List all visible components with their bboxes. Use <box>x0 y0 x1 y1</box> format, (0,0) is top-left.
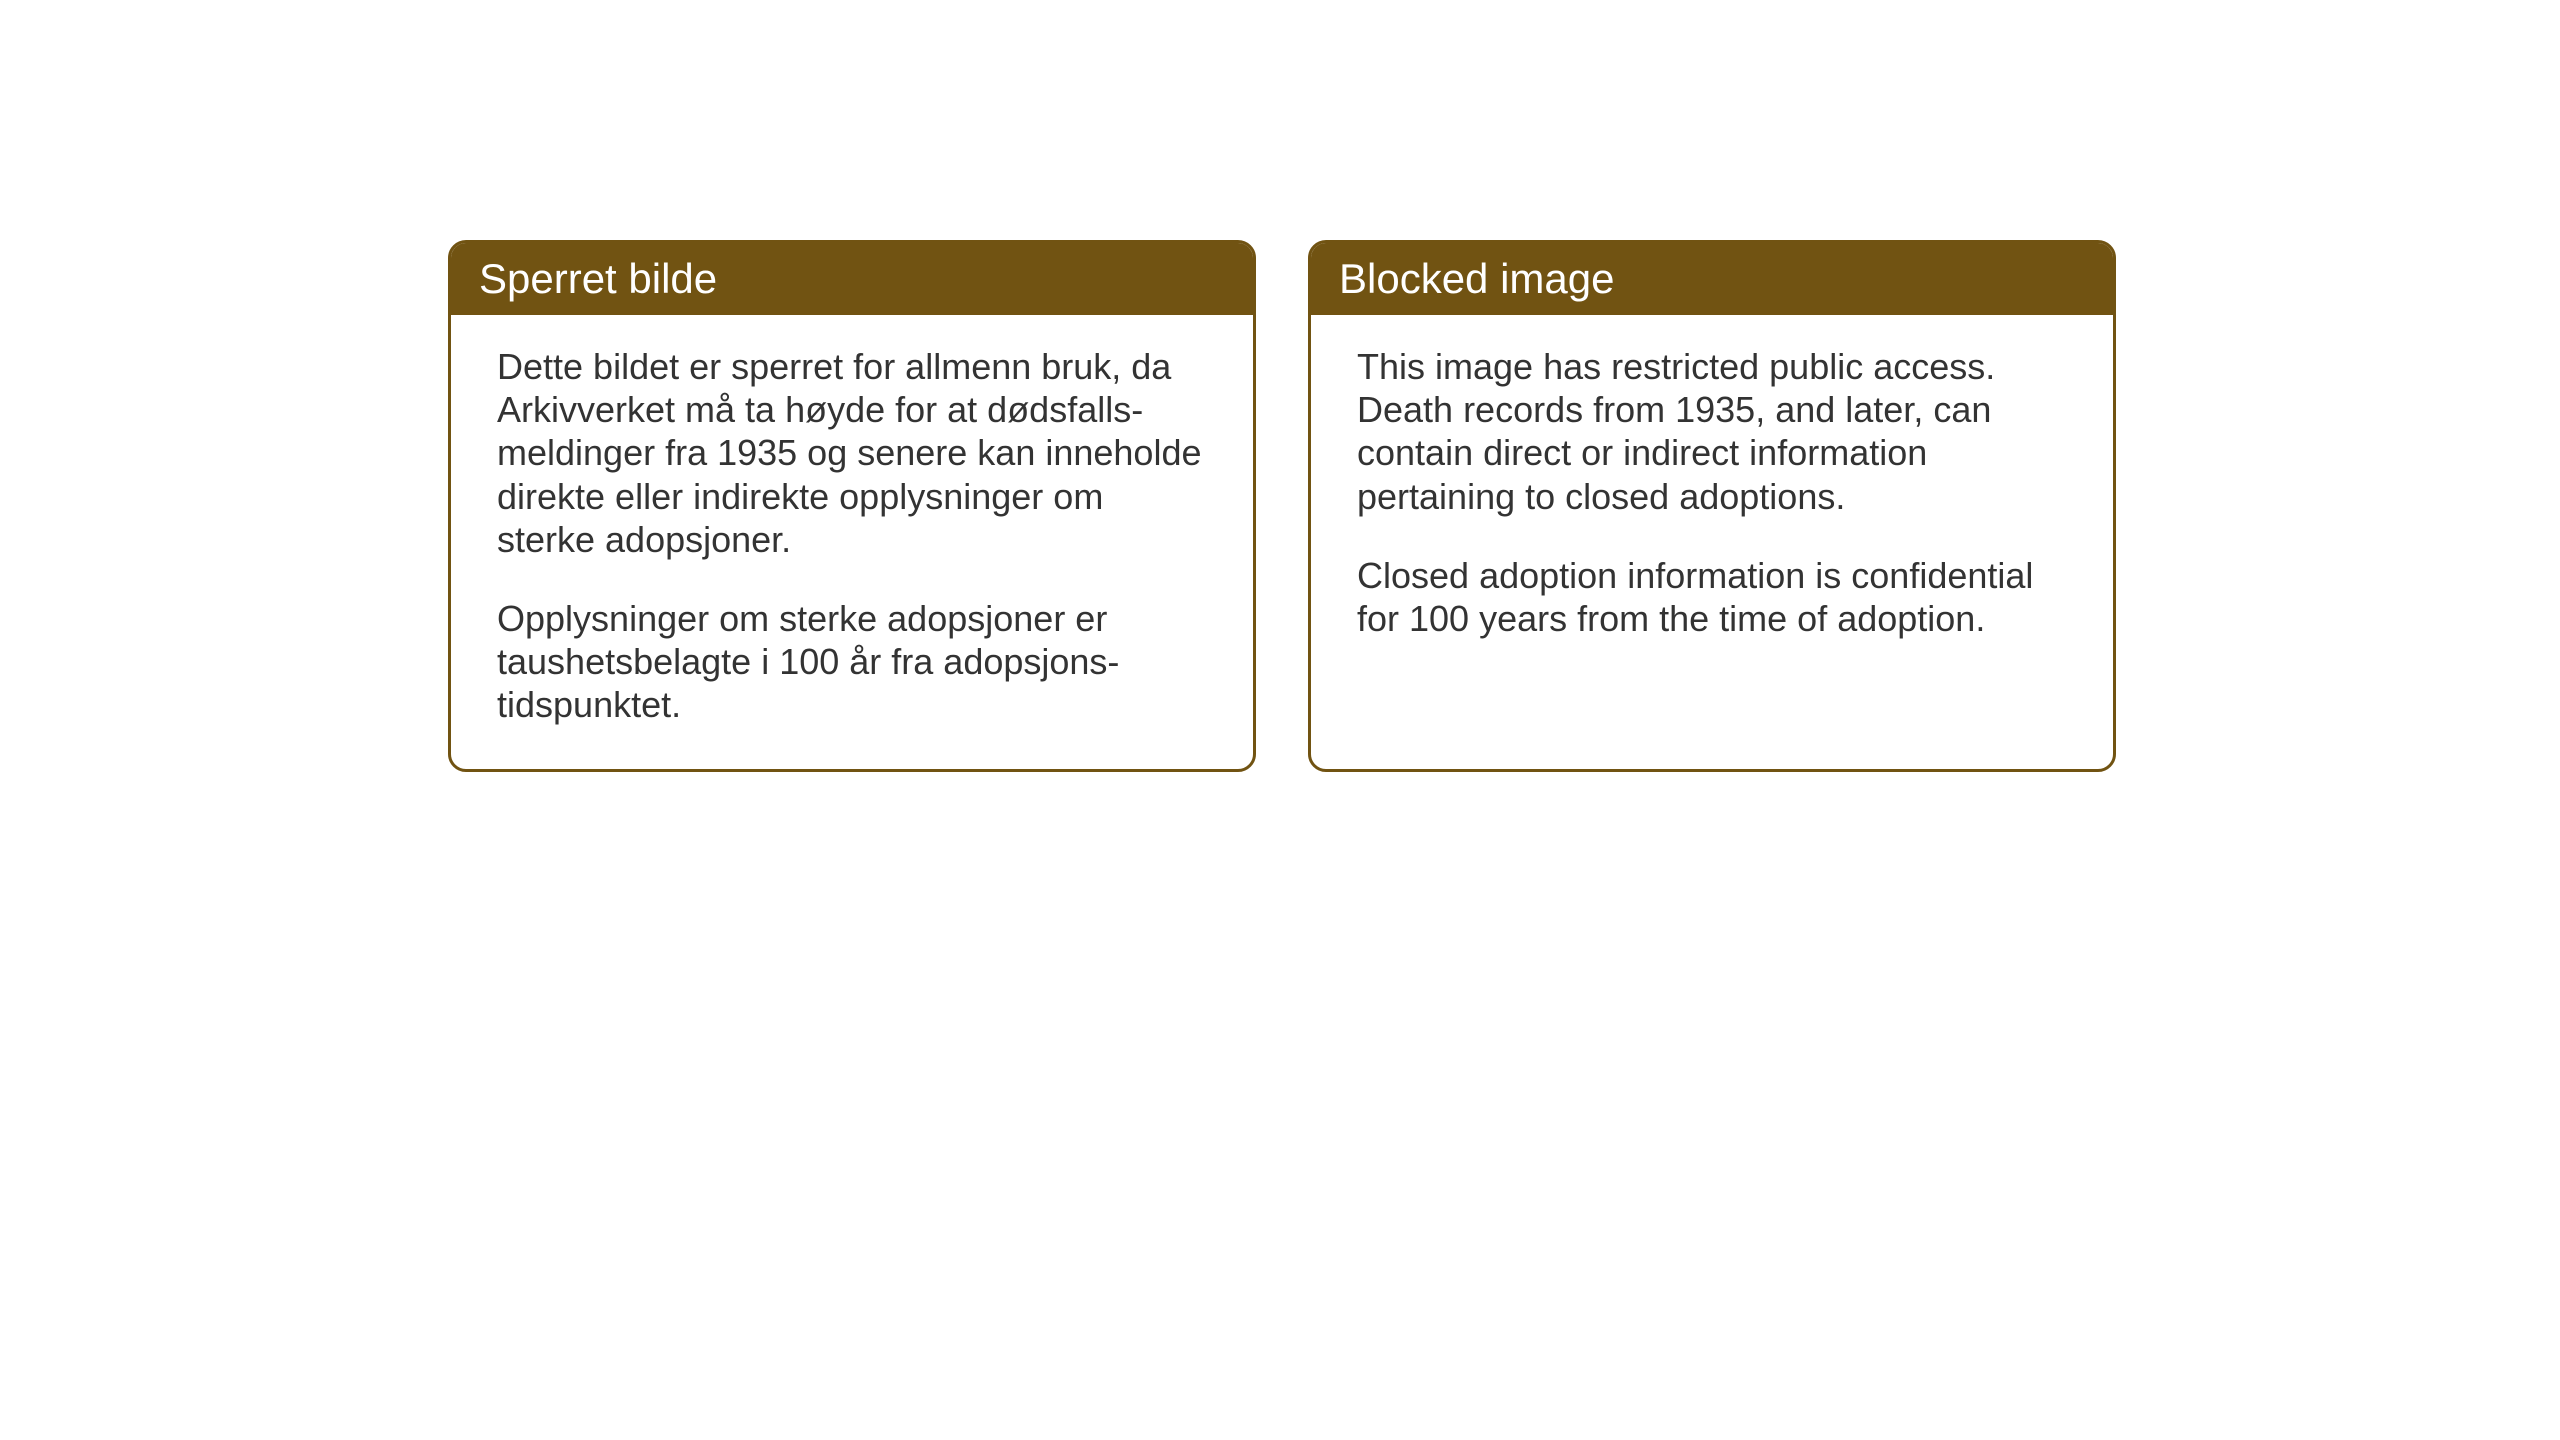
notice-card-english: Blocked image This image has restricted … <box>1308 240 2116 772</box>
card-header-norwegian: Sperret bilde <box>451 243 1253 315</box>
notice-container: Sperret bilde Dette bildet er sperret fo… <box>448 240 2116 772</box>
card-title: Blocked image <box>1339 255 1614 302</box>
notice-card-norwegian: Sperret bilde Dette bildet er sperret fo… <box>448 240 1256 772</box>
card-title: Sperret bilde <box>479 255 717 302</box>
card-paragraph: Closed adoption information is confident… <box>1357 554 2067 640</box>
card-header-english: Blocked image <box>1311 243 2113 315</box>
card-body-norwegian: Dette bildet er sperret for allmenn bruk… <box>451 315 1253 769</box>
card-body-english: This image has restricted public access.… <box>1311 315 2113 682</box>
card-paragraph: Dette bildet er sperret for allmenn bruk… <box>497 345 1207 561</box>
card-paragraph: This image has restricted public access.… <box>1357 345 2067 518</box>
card-paragraph: Opplysninger om sterke adopsjoner er tau… <box>497 597 1207 727</box>
